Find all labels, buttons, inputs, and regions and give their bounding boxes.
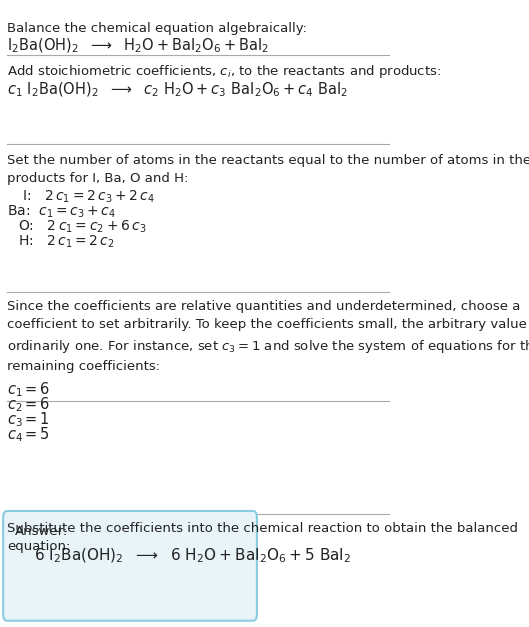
Text: $c_3 = 1$: $c_3 = 1$ <box>7 411 50 429</box>
Text: Add stoichiometric coefficients, $c_i$, to the reactants and products:: Add stoichiometric coefficients, $c_i$, … <box>7 63 441 80</box>
Text: $6\ \mathrm{I_2Ba(OH)_2}$  $\longrightarrow$  $6\ \mathrm{H_2O + BaI_2O_6 + 5\ B: $6\ \mathrm{I_2Ba(OH)_2}$ $\longrightarr… <box>34 547 351 565</box>
Text: Ba:  $c_1 = c_3 + c_4$: Ba: $c_1 = c_3 + c_4$ <box>7 203 116 219</box>
Text: Substitute the coefficients into the chemical reaction to obtain the balanced
eq: Substitute the coefficients into the che… <box>7 522 518 552</box>
Text: O:  $\ 2\,c_1 = c_2 + 6\,c_3$: O: $\ 2\,c_1 = c_2 + 6\,c_3$ <box>18 218 147 234</box>
Text: Balance the chemical equation algebraically:: Balance the chemical equation algebraica… <box>7 22 307 35</box>
Text: $c_1 = 6$: $c_1 = 6$ <box>7 381 50 399</box>
Text: Set the number of atoms in the reactants equal to the number of atoms in the
pro: Set the number of atoms in the reactants… <box>7 154 529 184</box>
Text: I:  $\ 2\,c_1 = 2\,c_3 + 2\,c_4$: I: $\ 2\,c_1 = 2\,c_3 + 2\,c_4$ <box>22 188 155 204</box>
Text: Since the coefficients are relative quantities and underdetermined, choose a
coe: Since the coefficients are relative quan… <box>7 300 529 373</box>
FancyBboxPatch shape <box>3 511 257 621</box>
Text: H:  $\ 2\,c_1 = 2\,c_2$: H: $\ 2\,c_1 = 2\,c_2$ <box>18 233 114 250</box>
Text: $c_4 = 5$: $c_4 = 5$ <box>7 426 50 445</box>
Text: Answer:: Answer: <box>15 525 68 538</box>
Text: $\mathrm{I_2Ba(OH)_2}$  $\longrightarrow$  $\mathrm{H_2O + BaI_2O_6 + BaI_2}$: $\mathrm{I_2Ba(OH)_2}$ $\longrightarrow$… <box>7 36 269 55</box>
Text: $c_2 = 6$: $c_2 = 6$ <box>7 396 50 414</box>
Text: $c_1\ \mathrm{I_2Ba(OH)_2}$  $\longrightarrow$  $c_2\ \mathrm{H_2O} + c_3\ \math: $c_1\ \mathrm{I_2Ba(OH)_2}$ $\longrighta… <box>7 80 348 98</box>
